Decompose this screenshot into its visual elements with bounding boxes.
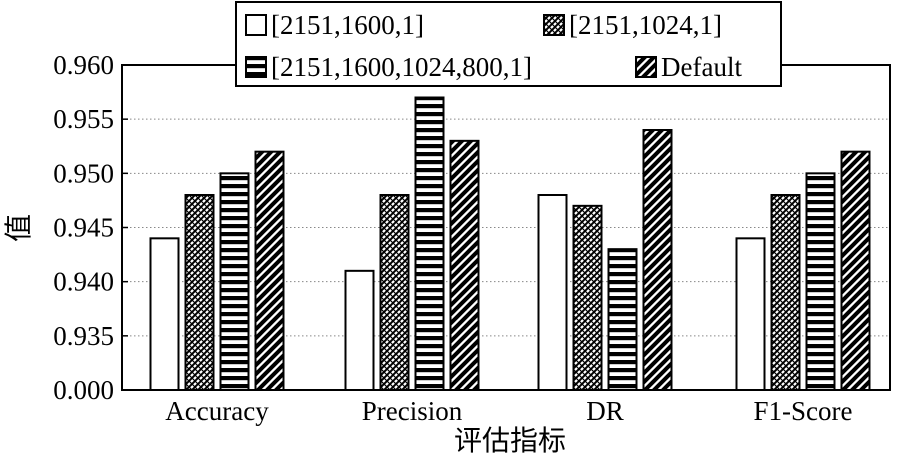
- bar: [219, 172, 250, 391]
- y-tick-label: 0.935: [53, 321, 114, 351]
- y-tick-label: 0.950: [53, 158, 114, 188]
- legend-swatch: [543, 14, 565, 36]
- x-category-label: DR: [586, 396, 624, 426]
- y-tick-label: 0.945: [53, 213, 114, 243]
- x-category-label: Precision: [362, 396, 463, 426]
- x-category-label: F1-Score: [754, 396, 853, 426]
- bar: [770, 194, 801, 391]
- bar: [572, 204, 603, 391]
- bar: [379, 194, 410, 391]
- legend-swatch: [245, 56, 267, 78]
- legend: [2151,1600,1] [2151,1024,1] [2151,1600,102…: [235, 1, 782, 87]
- y-tick-label: 0.940: [53, 267, 114, 297]
- bar: [537, 194, 568, 391]
- x-axis-title: 评估指标: [454, 424, 566, 457]
- bar: [840, 150, 871, 391]
- legend-label: [2151,1024,1]: [569, 10, 722, 40]
- legend-label: Default: [661, 52, 742, 82]
- y-tick-label: 0.955: [53, 104, 114, 134]
- bars: [149, 96, 871, 392]
- bar: [254, 150, 285, 391]
- bar: [607, 248, 638, 391]
- legend-swatch: [635, 56, 657, 78]
- legend-frame: [235, 1, 782, 87]
- x-axis: Accuracy Precision DR F1-Score: [165, 396, 852, 426]
- legend-label: [2151,1600,1]: [271, 10, 424, 40]
- bar: [414, 96, 445, 391]
- bar: [184, 194, 215, 391]
- x-category-label: Accuracy: [165, 396, 269, 426]
- bar: [805, 172, 836, 391]
- y-tick-label: 0.960: [53, 50, 114, 80]
- y-axis: 0.000 0.935 0.940 0.945 0.950 0.955 0.960: [53, 50, 128, 405]
- legend-swatch: [245, 14, 267, 36]
- bar: [735, 237, 766, 391]
- bar: [344, 269, 375, 392]
- bar: [449, 139, 480, 391]
- y-tick-label: 0.000: [53, 375, 114, 405]
- bar: [149, 237, 180, 391]
- legend-label: [2151,1600,1024,800,1]: [271, 52, 532, 82]
- y-axis-title: 值: [2, 214, 35, 242]
- bar: [642, 129, 673, 391]
